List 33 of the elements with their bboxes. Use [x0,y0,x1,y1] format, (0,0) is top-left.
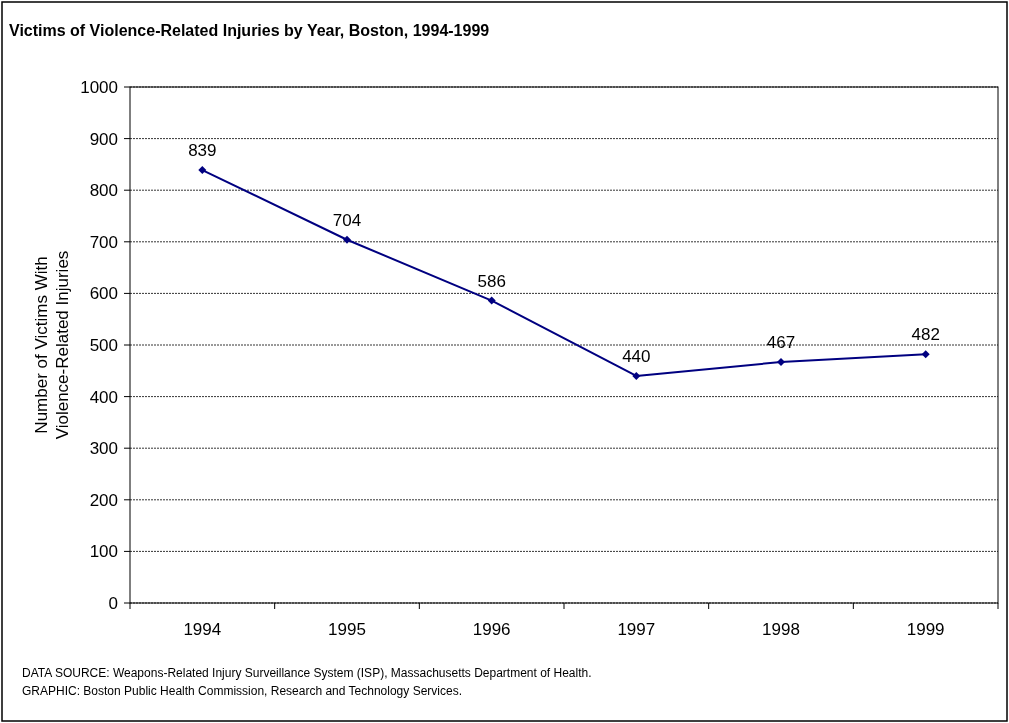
data-label: 482 [911,325,940,345]
point [343,235,351,244]
data-label: 839 [188,141,217,161]
source-note: DATA SOURCE: Weapons-Related Injury Surveillance System (ISP), Massachusetts Department of Health. [22,666,592,680]
data-label: 586 [477,271,506,291]
data-label: 440 [622,346,651,366]
x-tick-label: 1997 [617,620,656,639]
point [632,371,641,380]
point [777,358,785,367]
y-tick-label: 0 [108,593,118,613]
data-label: 704 [332,210,362,230]
text: GRAPHIC: Boston Public Health Commission, Research and Technology Services. [22,684,462,698]
data-label: 467 [766,333,796,353]
y-tick-label: 1000 [80,77,118,97]
x-tick-label: 1998 [762,620,800,639]
x-tick-label: 1995 [328,620,366,639]
y-tick-label: 200 [89,490,118,510]
y-tick-label: 300 [89,439,118,459]
y-tick-label: 100 [89,542,118,562]
y-axis-title: Number of Victims With Violence-Related Injuries [32,250,72,440]
x-tick-label: 1994 [183,620,222,639]
point [487,296,496,305]
y-tick-label: 700 [89,232,118,252]
y-tick-label: 400 [89,387,118,407]
x-tick-label: 1996 [472,620,511,639]
y-tick-label: 900 [89,129,118,149]
point [921,350,930,359]
y-tick-label: 800 [89,181,118,201]
x-tick-label: 1999 [906,620,945,639]
point [198,166,207,175]
y-tick-label: 600 [89,284,118,304]
y-tick-label: 500 [89,335,118,355]
chart-title: Victims of Violence-Related Injuries by Year, Boston, 1994-1999 [9,22,490,39]
